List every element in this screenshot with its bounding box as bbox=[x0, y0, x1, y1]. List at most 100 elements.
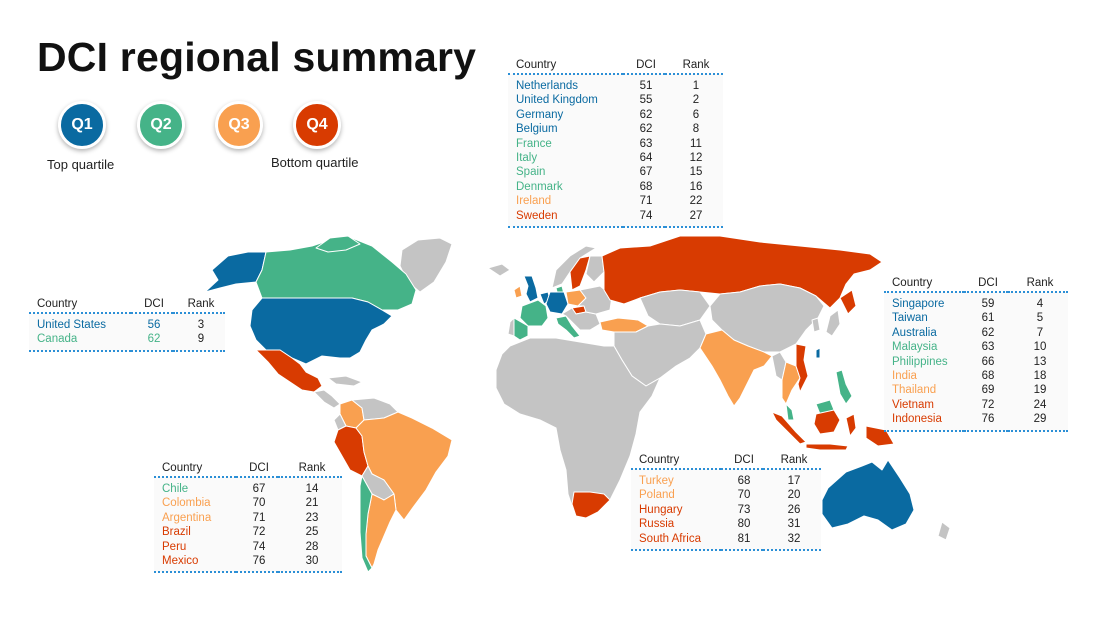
region-indonesia-papua[interactable] bbox=[865, 425, 895, 447]
region-ireland[interactable] bbox=[513, 285, 523, 299]
dci-cell: 63 bbox=[639, 137, 653, 150]
col-dci: DCI bbox=[144, 298, 164, 310]
region-usa[interactable] bbox=[249, 297, 393, 365]
region-argentina[interactable] bbox=[365, 493, 397, 569]
dci-cell: 80 bbox=[737, 518, 751, 531]
region-philippines[interactable] bbox=[835, 369, 853, 405]
dci-cell: 74 bbox=[252, 540, 266, 553]
region-africa bbox=[495, 337, 661, 519]
table-row: Indonesia 76 29 bbox=[884, 412, 1068, 431]
rank-cell: 20 bbox=[787, 489, 801, 502]
rank-cell: 22 bbox=[689, 195, 703, 208]
rank-cell: 27 bbox=[689, 209, 703, 222]
country-cell: Belgium bbox=[516, 123, 558, 136]
table-row: United States 56 3 bbox=[29, 313, 225, 332]
table-row: Singapore 59 4 bbox=[884, 292, 1068, 311]
table-north-america: Country DCI Rank United States 56 3 Canada 6… bbox=[29, 296, 225, 352]
region-central-asia bbox=[639, 289, 711, 327]
country-cell: Netherlands bbox=[516, 80, 579, 92]
country-cell: Poland bbox=[639, 489, 675, 502]
table-row: Sweden 74 27 bbox=[508, 209, 723, 228]
region-indonesia-sumatra[interactable] bbox=[771, 411, 807, 445]
table-row: France 63 11 bbox=[508, 137, 723, 151]
region-korea bbox=[811, 317, 821, 333]
dci-cell: 51 bbox=[639, 80, 653, 92]
region-malaysia[interactable] bbox=[785, 403, 795, 421]
dci-cell: 72 bbox=[252, 526, 266, 539]
country-cell: Thailand bbox=[892, 384, 937, 397]
region-japan bbox=[825, 309, 841, 337]
region-vietnam[interactable] bbox=[795, 343, 809, 393]
country-cell: France bbox=[516, 137, 552, 150]
table-row: Mexico 76 30 bbox=[154, 554, 342, 573]
country-cell: Australia bbox=[892, 326, 937, 339]
table-latin-america: Country DCI Rank Chile 67 14 Colombia 70 21 Ar… bbox=[154, 460, 342, 573]
region-portugal bbox=[507, 317, 515, 337]
dci-cell: 63 bbox=[981, 341, 995, 354]
table-row: Poland 70 20 bbox=[631, 488, 821, 502]
region-uk[interactable] bbox=[523, 275, 539, 303]
region-germany[interactable] bbox=[545, 291, 569, 315]
region-canada-islands[interactable] bbox=[315, 235, 361, 253]
region-russia-east[interactable] bbox=[839, 289, 857, 315]
table-row: Hungary 73 26 bbox=[631, 503, 821, 517]
region-indonesia-borneo[interactable] bbox=[813, 409, 841, 435]
region-sweden[interactable] bbox=[569, 255, 591, 291]
country-cell: Malaysia bbox=[892, 341, 938, 354]
rank-cell: 5 bbox=[1036, 312, 1044, 325]
rank-cell: 6 bbox=[692, 108, 700, 121]
dci-cell: 62 bbox=[639, 108, 653, 121]
region-thailand[interactable] bbox=[781, 361, 801, 405]
table-row: Italy 64 12 bbox=[508, 151, 723, 165]
dci-cell: 55 bbox=[639, 94, 653, 107]
dci-cell: 62 bbox=[639, 123, 653, 136]
country-cell: Taiwan bbox=[892, 312, 928, 325]
country-cell: Denmark bbox=[516, 180, 563, 193]
dci-cell: 72 bbox=[981, 398, 995, 411]
table-row: Peru 74 28 bbox=[154, 540, 342, 554]
region-indonesia-java[interactable] bbox=[805, 443, 849, 451]
region-australia[interactable] bbox=[821, 459, 915, 531]
region-new-zealand bbox=[937, 521, 951, 541]
country-cell: Canada bbox=[37, 333, 78, 346]
col-rank: Rank bbox=[682, 59, 710, 71]
table-row: Australia 62 7 bbox=[884, 326, 1068, 340]
rank-cell: 19 bbox=[1033, 384, 1047, 397]
region-russia[interactable] bbox=[601, 235, 883, 309]
region-india[interactable] bbox=[699, 329, 773, 407]
region-taiwan[interactable] bbox=[815, 347, 821, 359]
dci-cell: 76 bbox=[981, 413, 995, 426]
region-france[interactable] bbox=[519, 299, 549, 327]
table-row: India 68 18 bbox=[884, 369, 1068, 383]
rank-cell: 29 bbox=[1033, 413, 1047, 426]
region-chile[interactable] bbox=[359, 475, 373, 573]
dci-cell: 67 bbox=[639, 166, 653, 179]
rank-cell: 12 bbox=[689, 152, 703, 165]
rank-cell: 3 bbox=[197, 319, 205, 331]
col-country: Country bbox=[37, 298, 78, 310]
country-cell: Mexico bbox=[162, 555, 199, 568]
rank-cell: 21 bbox=[305, 497, 319, 510]
region-alaska[interactable] bbox=[204, 251, 267, 293]
col-dci: DCI bbox=[249, 462, 269, 474]
dci-cell: 76 bbox=[252, 555, 266, 568]
dci-cell: 67 bbox=[252, 483, 266, 495]
country-cell: Vietnam bbox=[892, 398, 934, 411]
table-emea-other: Country DCI Rank Turkey 68 17 Poland 70 20 Hun… bbox=[631, 452, 821, 551]
country-cell: Sweden bbox=[516, 209, 558, 222]
top-quartile-label: Top quartile bbox=[47, 157, 115, 172]
region-finland bbox=[585, 255, 605, 283]
region-south-africa[interactable] bbox=[571, 491, 611, 519]
table-row: Chile 67 14 bbox=[154, 477, 342, 496]
rank-cell: 9 bbox=[197, 333, 205, 346]
table-row: Turkey 68 17 bbox=[631, 469, 821, 488]
dci-cell: 59 bbox=[981, 298, 995, 310]
region-mexico[interactable] bbox=[255, 349, 323, 393]
region-indonesia-sulawesi[interactable] bbox=[845, 413, 857, 437]
dci-cell: 62 bbox=[981, 326, 995, 339]
rank-cell: 25 bbox=[305, 526, 319, 539]
dci-cell: 74 bbox=[639, 209, 653, 222]
country-cell: Germany bbox=[516, 108, 564, 121]
col-dci: DCI bbox=[734, 454, 754, 466]
